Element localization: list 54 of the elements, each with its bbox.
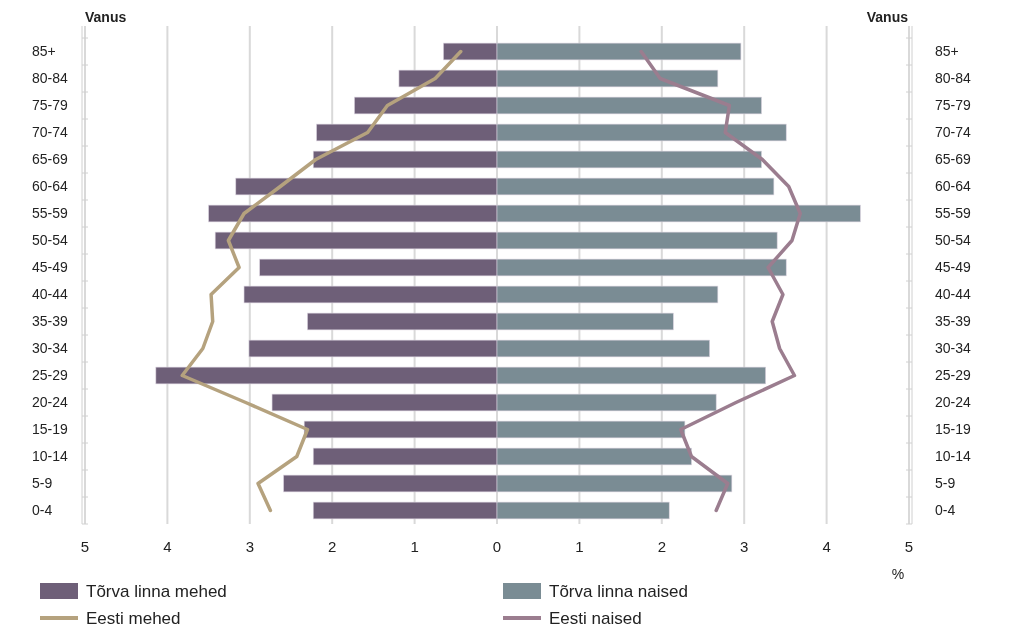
y-tick-label: 15-19 xyxy=(32,421,69,438)
y2-axis-title: Vanus xyxy=(866,9,909,25)
y2-tick-label: 30-34 xyxy=(935,340,972,357)
y2-tick-label: 80-84 xyxy=(935,70,972,87)
x-tick-label: 4 xyxy=(163,538,172,555)
y-tick-label: 35-39 xyxy=(32,313,69,330)
y2-tick-label: 55-59 xyxy=(935,205,972,222)
y-tick-label: 50-54 xyxy=(32,232,69,249)
legend-label: Tõrva linna mehed xyxy=(86,581,227,601)
y2-tick-label: 45-49 xyxy=(935,259,972,276)
y-tick-label: 55-59 xyxy=(32,205,69,222)
y-tick-label: 75-79 xyxy=(32,97,69,114)
x-tick-label: 2 xyxy=(328,538,337,555)
y2-tick-label: 65-69 xyxy=(935,151,972,168)
x-tick-label: 3 xyxy=(245,538,254,555)
y2-tick-label: 20-24 xyxy=(935,394,972,411)
legend-label: Eesti mehed xyxy=(86,608,181,628)
y2-tick-label: 85+ xyxy=(935,43,959,60)
y-tick-label: 20-24 xyxy=(32,394,69,411)
y2-tick-label: 5-9 xyxy=(935,475,956,492)
y-tick-label: 85+ xyxy=(32,43,56,60)
y-axis-title: Vanus xyxy=(85,9,127,25)
y2-tick-label: 35-39 xyxy=(935,313,972,330)
y2-tick-label: 60-64 xyxy=(935,178,972,195)
x-tick-label: 3 xyxy=(740,538,749,555)
y-tick-label: 45-49 xyxy=(32,259,69,276)
y-tick-label: 70-74 xyxy=(32,124,69,141)
y2-tick-label: 40-44 xyxy=(935,286,972,303)
y2-tick-label: 15-19 xyxy=(935,421,972,438)
y2-tick-label: 70-74 xyxy=(935,124,972,141)
legend-label: Eesti naised xyxy=(549,608,642,628)
x-tick-label: 4 xyxy=(822,538,831,555)
y2-tick-label: 0-4 xyxy=(935,502,956,519)
y2-tick-label: 75-79 xyxy=(935,97,972,114)
x-tick-label: 2 xyxy=(657,538,666,555)
y-tick-label: 80-84 xyxy=(32,70,69,87)
y-tick-label: 40-44 xyxy=(32,286,69,303)
y2-tick-label: 10-14 xyxy=(935,448,972,465)
y-tick-label: 25-29 xyxy=(32,367,69,384)
x-axis-title: % xyxy=(891,566,905,582)
x-tick-label: 1 xyxy=(575,538,584,555)
y2-tick-label: 25-29 xyxy=(935,367,972,384)
x-tick-label: 1 xyxy=(410,538,419,555)
x-tick-label: 5 xyxy=(904,538,914,555)
y2-tick-label: 50-54 xyxy=(935,232,972,249)
y-tick-label: 65-69 xyxy=(32,151,69,168)
y-tick-label: 60-64 xyxy=(32,178,69,195)
y-tick-label: 30-34 xyxy=(32,340,69,357)
y-tick-label: 5-9 xyxy=(32,475,53,492)
y-tick-label: 0-4 xyxy=(32,502,53,519)
x-tick-label: 5 xyxy=(80,538,90,555)
x-tick-label: 0 xyxy=(492,538,502,555)
legend-label: Tõrva linna naised xyxy=(549,581,688,601)
y-tick-label: 10-14 xyxy=(32,448,69,465)
